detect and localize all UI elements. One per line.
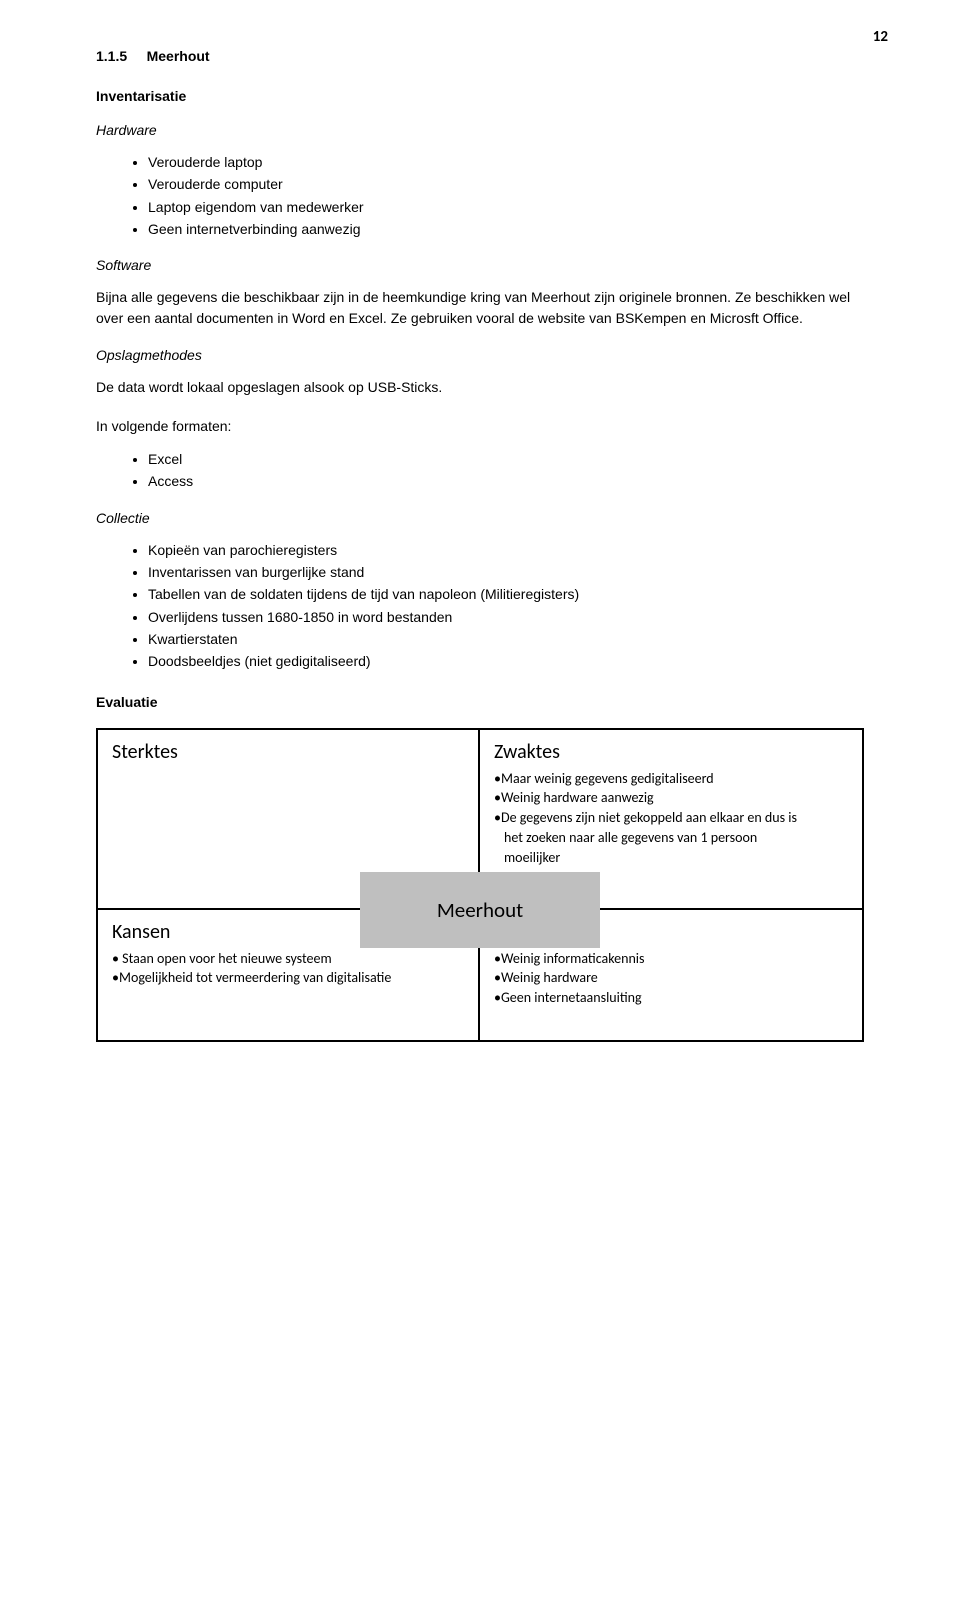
label-hardware: Hardware [96,122,864,138]
list-item: Verouderde computer [148,174,864,194]
swot-zwaktes-title: Zwaktes [494,740,848,764]
list-item: Laptop eigendom van medewerker [148,197,864,217]
section-heading: 1.1.5 Meerhout [96,48,864,64]
list-item: Verouderde laptop [148,152,864,172]
label-collectie: Collectie [96,510,864,526]
heading-number: 1.1.5 [96,48,127,64]
hardware-list: Verouderde laptop Verouderde computer La… [96,152,864,239]
swot-item: •Weinig hardware aanwezig [494,789,848,808]
page-number: 12 [873,28,888,46]
swot-sterktes-title: Sterktes [112,740,464,764]
list-item: Tabellen van de soldaten tijdens de tijd… [148,584,864,604]
swot-item: moeilijker [494,849,848,868]
list-item: Inventarissen van burgerlijke stand [148,562,864,582]
list-item: Doodsbeeldjes (niet gedigitaliseerd) [148,651,864,671]
swot-item: •Mogelijkheid tot vermeerdering van digi… [112,969,464,988]
formaten-list: Excel Access [96,449,864,492]
swot-kansen-list: • Staan open voor het nieuwe systeem •Mo… [112,950,464,989]
label-opslag: Opslagmethodes [96,347,864,363]
swot-zwaktes-list: •Maar weinig gegevens gedigitaliseerd •W… [494,770,848,868]
list-item: Excel [148,449,864,469]
software-paragraph: Bijna alle gegevens die beschikbaar zijn… [96,287,864,329]
swot-item: •Geen internetaansluiting [494,989,848,1008]
section-inventarisatie: Inventarisatie [96,88,864,104]
swot-item: •Weinig hardware [494,969,848,988]
swot-item: •De gegevens zijn niet gekoppeld aan elk… [494,809,848,828]
swot-bedreigingen-list: •Weinig informaticakennis •Weinig hardwa… [494,950,848,1009]
swot-item: • Staan open voor het nieuwe systeem [112,950,464,969]
swot-center-label: Meerhout [360,872,600,948]
label-software: Software [96,257,864,273]
heading-title: Meerhout [147,48,210,64]
swot-item: •Maar weinig gegevens gedigitaliseerd [494,770,848,789]
list-item: Overlijdens tussen 1680-1850 in word bes… [148,607,864,627]
list-item: Kopieën van parochieregisters [148,540,864,560]
section-evaluatie: Evaluatie [96,694,864,710]
list-item: Access [148,471,864,491]
opslag-paragraph: De data wordt lokaal opgeslagen alsook o… [96,377,864,398]
swot-item: het zoeken naar alle gegevens van 1 pers… [494,829,848,848]
list-item: Geen internetverbinding aanwezig [148,219,864,239]
collectie-list: Kopieën van parochieregisters Inventaris… [96,540,864,672]
formaten-intro: In volgende formaten: [96,416,864,437]
swot-grid: Sterktes Zwaktes •Maar weinig gegevens g… [96,728,864,1042]
page: 12 1.1.5 Meerhout Inventarisatie Hardwar… [0,0,960,1599]
list-item: Kwartierstaten [148,629,864,649]
swot-item: •Weinig informaticakennis [494,950,848,969]
